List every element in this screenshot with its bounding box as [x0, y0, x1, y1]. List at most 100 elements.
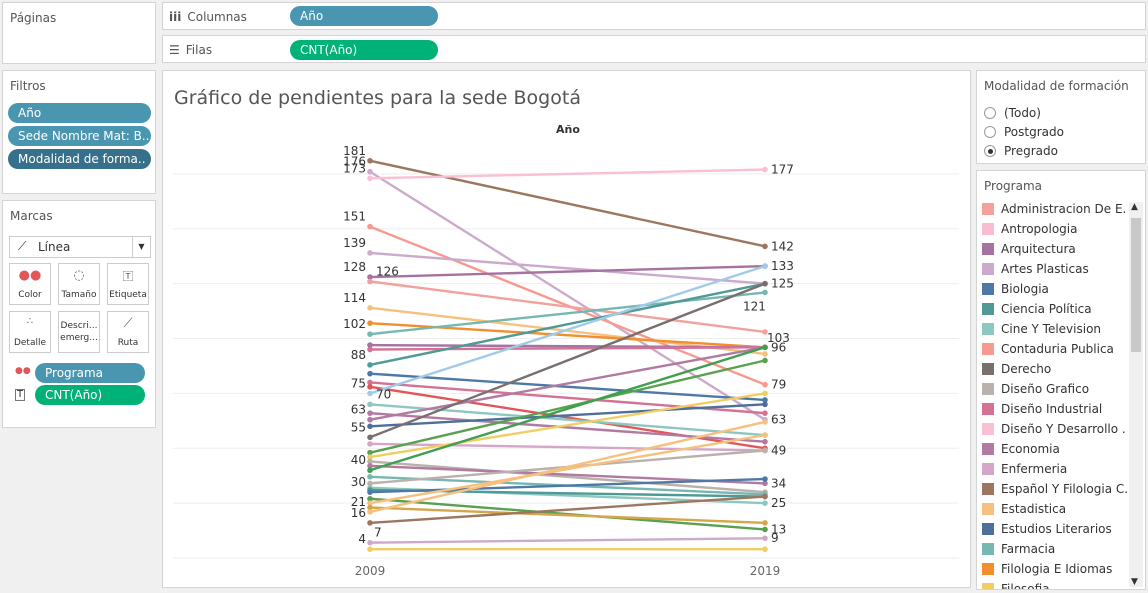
- legend-item[interactable]: Ciencia Política: [982, 302, 1092, 322]
- legend-item[interactable]: Diseño Y Desarrollo ..: [982, 422, 1127, 442]
- detail-button[interactable]: ∴ Detalle: [9, 311, 51, 353]
- data-point[interactable]: [762, 344, 768, 351]
- legend-item[interactable]: Economia: [982, 442, 1060, 462]
- data-point[interactable]: [367, 463, 373, 469]
- data-point[interactable]: [762, 476, 768, 482]
- data-point[interactable]: [762, 526, 768, 533]
- series-line[interactable]: [367, 357, 768, 456]
- series-line[interactable]: [367, 504, 768, 526]
- series-segment[interactable]: [369, 264, 766, 395]
- data-point[interactable]: [367, 305, 373, 311]
- field-pill-programa[interactable]: Programa: [35, 363, 145, 383]
- series-line[interactable]: [367, 157, 768, 250]
- data-point[interactable]: [367, 250, 373, 256]
- series-segment[interactable]: [369, 282, 766, 439]
- scrollbar-thumb[interactable]: [1131, 218, 1141, 352]
- data-point[interactable]: [762, 493, 768, 500]
- data-point[interactable]: [762, 520, 768, 526]
- data-point[interactable]: [367, 379, 373, 386]
- series-segment[interactable]: [369, 346, 766, 472]
- data-point[interactable]: [367, 410, 373, 416]
- legend-item[interactable]: Estadistica: [982, 502, 1066, 522]
- filter-pill-modalidad[interactable]: Modalidad de forma..: [8, 149, 151, 169]
- series-segment[interactable]: [369, 280, 766, 334]
- data-point[interactable]: [762, 401, 768, 408]
- series-segment[interactable]: [369, 495, 766, 525]
- data-point[interactable]: [367, 157, 373, 164]
- data-point[interactable]: [762, 535, 768, 542]
- data-point[interactable]: [367, 539, 373, 546]
- data-point[interactable]: [762, 280, 768, 287]
- series-segment[interactable]: [369, 264, 766, 279]
- legend-item[interactable]: Derecho: [982, 362, 1051, 382]
- data-point[interactable]: [367, 500, 373, 506]
- data-point[interactable]: [762, 432, 768, 438]
- series-line[interactable]: [367, 476, 768, 495]
- series-line[interactable]: [367, 546, 768, 553]
- series-segment[interactable]: [369, 460, 766, 494]
- series-segment[interactable]: [369, 403, 766, 437]
- legend-item[interactable]: Filologia E Idiomas: [982, 562, 1112, 582]
- legend-item[interactable]: Biologia: [982, 282, 1049, 302]
- data-point[interactable]: [367, 489, 373, 495]
- path-button[interactable]: ⟋ Ruta: [107, 311, 149, 353]
- data-point[interactable]: [762, 390, 768, 397]
- columns-pill[interactable]: Año: [290, 6, 438, 26]
- series-segment[interactable]: [369, 433, 766, 505]
- series-segment[interactable]: [369, 392, 766, 459]
- data-point[interactable]: [367, 520, 373, 526]
- size-button[interactable]: ◌ Tamaño: [58, 263, 100, 305]
- filter-pill-anio[interactable]: Año: [8, 103, 151, 123]
- data-point[interactable]: [367, 454, 373, 460]
- data-point[interactable]: [762, 410, 768, 416]
- legend-item[interactable]: Español Y Filologia C..: [982, 482, 1127, 502]
- series-line[interactable]: [367, 419, 768, 515]
- series-segment[interactable]: [369, 420, 766, 514]
- data-point[interactable]: [367, 449, 373, 456]
- data-point[interactable]: [762, 263, 768, 269]
- series-line[interactable]: [367, 278, 768, 335]
- legend-item[interactable]: Diseño Grafico: [982, 382, 1089, 402]
- tooltip-button[interactable]: Descri... emerg...: [58, 311, 100, 353]
- rows-shelf[interactable]: ☰ Filas CNT(Año): [162, 35, 1146, 63]
- data-point[interactable]: [762, 166, 768, 173]
- radio-todo[interactable]: (Todo): [984, 106, 1041, 124]
- data-point[interactable]: [367, 342, 373, 348]
- data-point[interactable]: [367, 495, 373, 502]
- rows-pill[interactable]: CNT(Año): [290, 40, 438, 60]
- series-segment[interactable]: [369, 251, 766, 285]
- data-point[interactable]: [762, 397, 768, 403]
- series-segment[interactable]: [369, 159, 766, 248]
- data-point[interactable]: [367, 175, 373, 182]
- data-point[interactable]: [367, 331, 373, 337]
- legend-item[interactable]: Farmacia: [982, 542, 1055, 562]
- data-point[interactable]: [367, 473, 373, 480]
- scroll-up-icon[interactable]: ▲: [1131, 202, 1138, 212]
- color-button[interactable]: ●● Color: [9, 263, 51, 305]
- label-button[interactable]: 🅃 Etiqueta: [107, 263, 149, 305]
- series-line[interactable]: [367, 280, 768, 441]
- data-point[interactable]: [762, 447, 768, 454]
- data-point[interactable]: [367, 370, 373, 377]
- legend-item[interactable]: Contaduria Publica: [982, 342, 1114, 362]
- radio-pregrado[interactable]: Pregrado: [984, 144, 1058, 162]
- data-point[interactable]: [367, 274, 373, 280]
- data-point[interactable]: [367, 390, 373, 397]
- legend-item[interactable]: Diseño Industrial: [982, 402, 1102, 422]
- series-segment[interactable]: [369, 506, 766, 525]
- data-point[interactable]: [367, 223, 373, 230]
- radio-postgrado[interactable]: Postgrado: [984, 125, 1064, 143]
- field-pill-cnt[interactable]: CNT(Año): [35, 385, 145, 405]
- data-point[interactable]: [367, 346, 373, 353]
- data-point[interactable]: [367, 434, 373, 441]
- data-point[interactable]: [367, 458, 373, 465]
- legend-item[interactable]: Cine Y Television: [982, 322, 1101, 342]
- data-point[interactable]: [367, 320, 373, 326]
- data-point[interactable]: [367, 416, 373, 423]
- data-point[interactable]: [762, 480, 768, 487]
- series-segment[interactable]: [369, 346, 766, 421]
- series-line[interactable]: [367, 535, 768, 546]
- data-point[interactable]: [762, 357, 768, 364]
- legend-item[interactable]: Estudios Literarios: [982, 522, 1112, 542]
- legend-item[interactable]: Arquitectura: [982, 242, 1076, 262]
